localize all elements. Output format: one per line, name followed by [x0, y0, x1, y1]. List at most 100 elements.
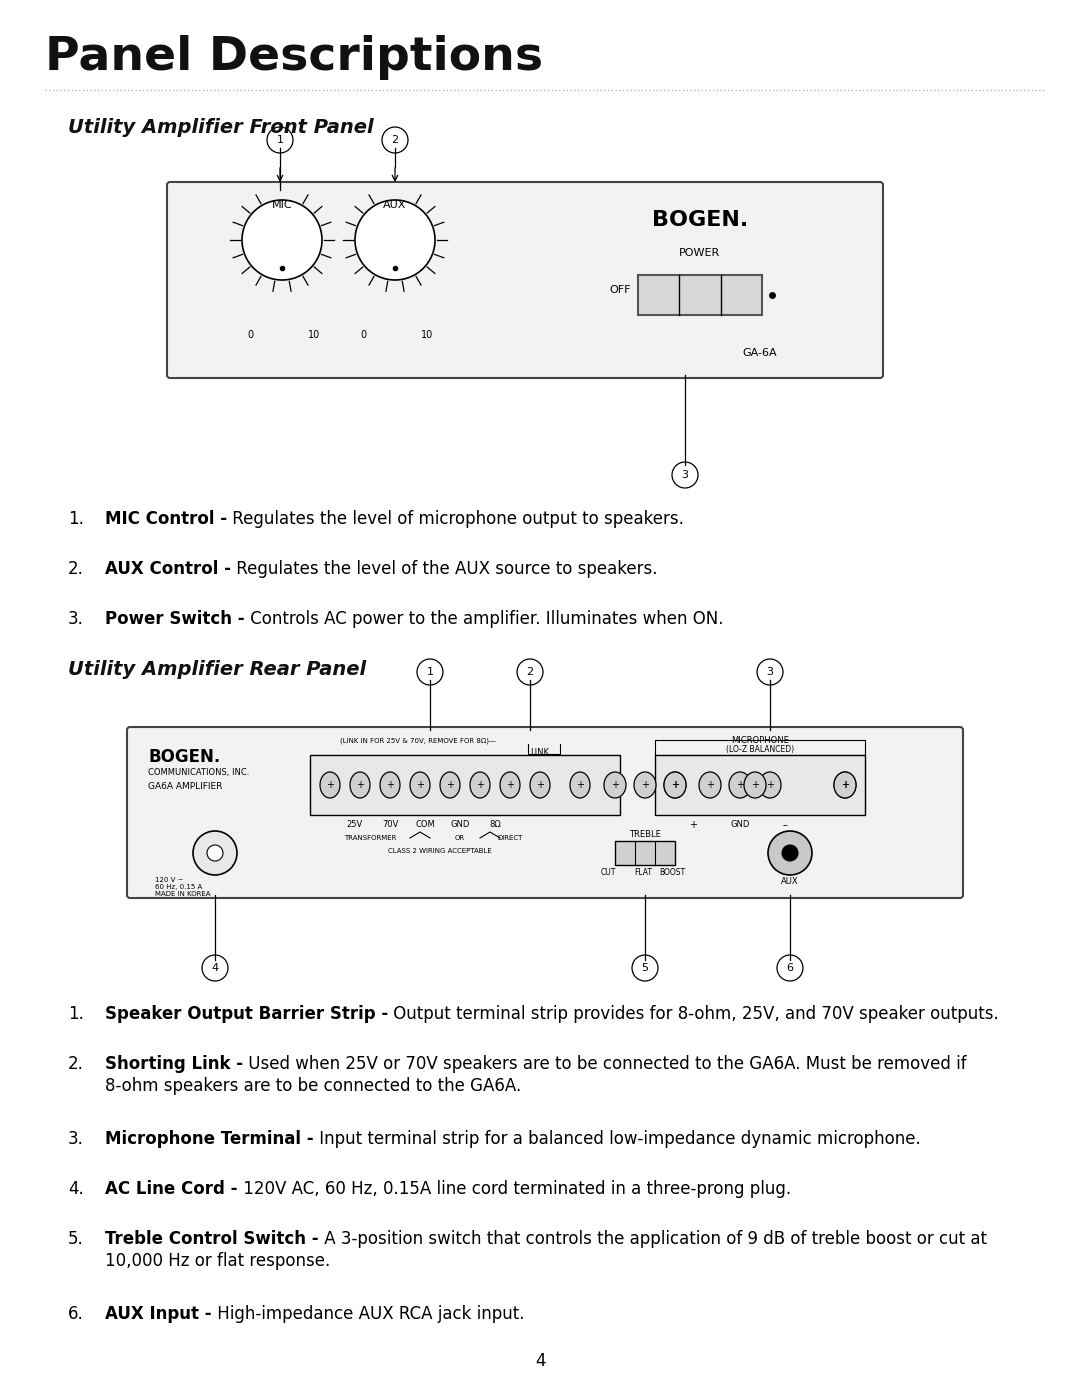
- Text: AUX Control -: AUX Control -: [105, 560, 231, 578]
- Text: Utility Amplifier Front Panel: Utility Amplifier Front Panel: [68, 117, 374, 137]
- Text: Shorting Link -: Shorting Link -: [105, 1055, 243, 1073]
- FancyBboxPatch shape: [638, 275, 762, 314]
- Circle shape: [768, 831, 812, 875]
- Text: +: +: [841, 780, 849, 789]
- Text: +: +: [356, 780, 364, 789]
- Ellipse shape: [440, 773, 460, 798]
- Ellipse shape: [634, 773, 656, 798]
- Text: +: +: [386, 780, 394, 789]
- Text: 1.: 1.: [68, 1004, 84, 1023]
- Ellipse shape: [350, 773, 370, 798]
- Ellipse shape: [834, 773, 856, 798]
- Text: BOGEN.: BOGEN.: [148, 747, 220, 766]
- Text: Regulates the level of microphone output to speakers.: Regulates the level of microphone output…: [227, 510, 684, 528]
- Text: 120V AC, 60 Hz, 0.15A line cord terminated in a three-prong plug.: 120V AC, 60 Hz, 0.15A line cord terminat…: [238, 1180, 791, 1199]
- Circle shape: [267, 127, 293, 154]
- Text: Controls AC power to the amplifier. Illuminates when ON.: Controls AC power to the amplifier. Illu…: [245, 610, 724, 629]
- Ellipse shape: [834, 773, 856, 798]
- Circle shape: [242, 200, 322, 279]
- Text: 4: 4: [535, 1352, 545, 1370]
- Text: Speaker Output Barrier Strip -: Speaker Output Barrier Strip -: [105, 1004, 388, 1023]
- Text: (LINK IN FOR 25V & 70V, REMOVE FOR 8Ω)—: (LINK IN FOR 25V & 70V, REMOVE FOR 8Ω)—: [340, 738, 496, 745]
- Text: BOGEN.: BOGEN.: [652, 210, 748, 231]
- Text: 10: 10: [308, 330, 320, 339]
- Text: 2: 2: [391, 136, 399, 145]
- Ellipse shape: [470, 773, 490, 798]
- FancyBboxPatch shape: [310, 754, 620, 814]
- Circle shape: [517, 659, 543, 685]
- Text: Panel Descriptions: Panel Descriptions: [45, 35, 543, 80]
- Text: +: +: [689, 820, 697, 830]
- Text: 3.: 3.: [68, 1130, 84, 1148]
- Text: +: +: [507, 780, 514, 789]
- Text: 6: 6: [786, 963, 794, 972]
- Text: 4: 4: [212, 963, 218, 972]
- Text: CUT: CUT: [600, 868, 616, 877]
- Circle shape: [782, 845, 798, 861]
- Text: 4.: 4.: [68, 1180, 84, 1199]
- Ellipse shape: [530, 773, 550, 798]
- Ellipse shape: [570, 773, 590, 798]
- Text: +: +: [671, 780, 679, 789]
- Text: AUX: AUX: [781, 877, 799, 886]
- Text: DIRECT: DIRECT: [497, 835, 523, 841]
- Text: 70V: 70V: [382, 820, 399, 828]
- Circle shape: [632, 956, 658, 981]
- Text: POWER: POWER: [679, 249, 720, 258]
- Circle shape: [757, 659, 783, 685]
- FancyBboxPatch shape: [167, 182, 883, 379]
- Text: +: +: [446, 780, 454, 789]
- Text: GA6A AMPLIFIER: GA6A AMPLIFIER: [148, 782, 222, 791]
- Ellipse shape: [380, 773, 400, 798]
- Text: High-impedance AUX RCA jack input.: High-impedance AUX RCA jack input.: [212, 1305, 524, 1323]
- Text: LINK: LINK: [530, 747, 549, 757]
- Text: +: +: [751, 780, 759, 789]
- Text: MIC: MIC: [272, 200, 293, 210]
- Text: OR: OR: [455, 835, 465, 841]
- Text: 5: 5: [642, 963, 648, 972]
- FancyBboxPatch shape: [127, 726, 963, 898]
- FancyBboxPatch shape: [615, 841, 675, 865]
- Text: 120 V ~: 120 V ~: [156, 877, 184, 883]
- Text: GA-6A: GA-6A: [743, 348, 778, 358]
- Circle shape: [207, 845, 222, 861]
- Text: 5.: 5.: [68, 1229, 84, 1248]
- Ellipse shape: [320, 773, 340, 798]
- Circle shape: [382, 127, 408, 154]
- Text: 3: 3: [681, 469, 689, 481]
- Text: BOOST: BOOST: [659, 868, 685, 877]
- Text: 2.: 2.: [68, 560, 84, 578]
- Text: Treble Control Switch -: Treble Control Switch -: [105, 1229, 319, 1248]
- Ellipse shape: [664, 773, 686, 798]
- Text: +: +: [841, 780, 849, 789]
- Text: 1.: 1.: [68, 510, 84, 528]
- Text: (LO-Z BALANCED): (LO-Z BALANCED): [726, 745, 794, 754]
- Text: –: –: [783, 820, 787, 830]
- Text: +: +: [766, 780, 774, 789]
- Text: MICROPHONE: MICROPHONE: [731, 736, 788, 745]
- Text: OFF: OFF: [609, 285, 631, 295]
- Text: TRANSFORMER: TRANSFORMER: [343, 835, 396, 841]
- Text: +: +: [326, 780, 334, 789]
- Text: A 3-position switch that controls the application of 9 dB of treble boost or cut: A 3-position switch that controls the ap…: [319, 1229, 987, 1248]
- Text: 1: 1: [276, 136, 283, 145]
- Text: Microphone Terminal -: Microphone Terminal -: [105, 1130, 313, 1148]
- Text: +: +: [671, 780, 679, 789]
- Ellipse shape: [699, 773, 721, 798]
- Text: Used when 25V or 70V speakers are to be connected to the GA6A. Must be removed i: Used when 25V or 70V speakers are to be …: [243, 1055, 967, 1073]
- Text: 10,000 Hz or flat response.: 10,000 Hz or flat response.: [105, 1252, 330, 1270]
- Ellipse shape: [604, 773, 626, 798]
- Ellipse shape: [664, 773, 686, 798]
- Text: AC Line Cord -: AC Line Cord -: [105, 1180, 238, 1199]
- Text: MIC Control -: MIC Control -: [105, 510, 227, 528]
- Circle shape: [193, 831, 237, 875]
- Text: 2.: 2.: [68, 1055, 84, 1073]
- Text: Regulates the level of the AUX source to speakers.: Regulates the level of the AUX source to…: [231, 560, 658, 578]
- Text: Output terminal strip provides for 8-ohm, 25V, and 70V speaker outputs.: Output terminal strip provides for 8-ohm…: [388, 1004, 999, 1023]
- Ellipse shape: [744, 773, 766, 798]
- Ellipse shape: [759, 773, 781, 798]
- Text: +: +: [576, 780, 584, 789]
- Text: AUX: AUX: [383, 200, 407, 210]
- Text: +: +: [416, 780, 424, 789]
- Text: 10: 10: [421, 330, 433, 339]
